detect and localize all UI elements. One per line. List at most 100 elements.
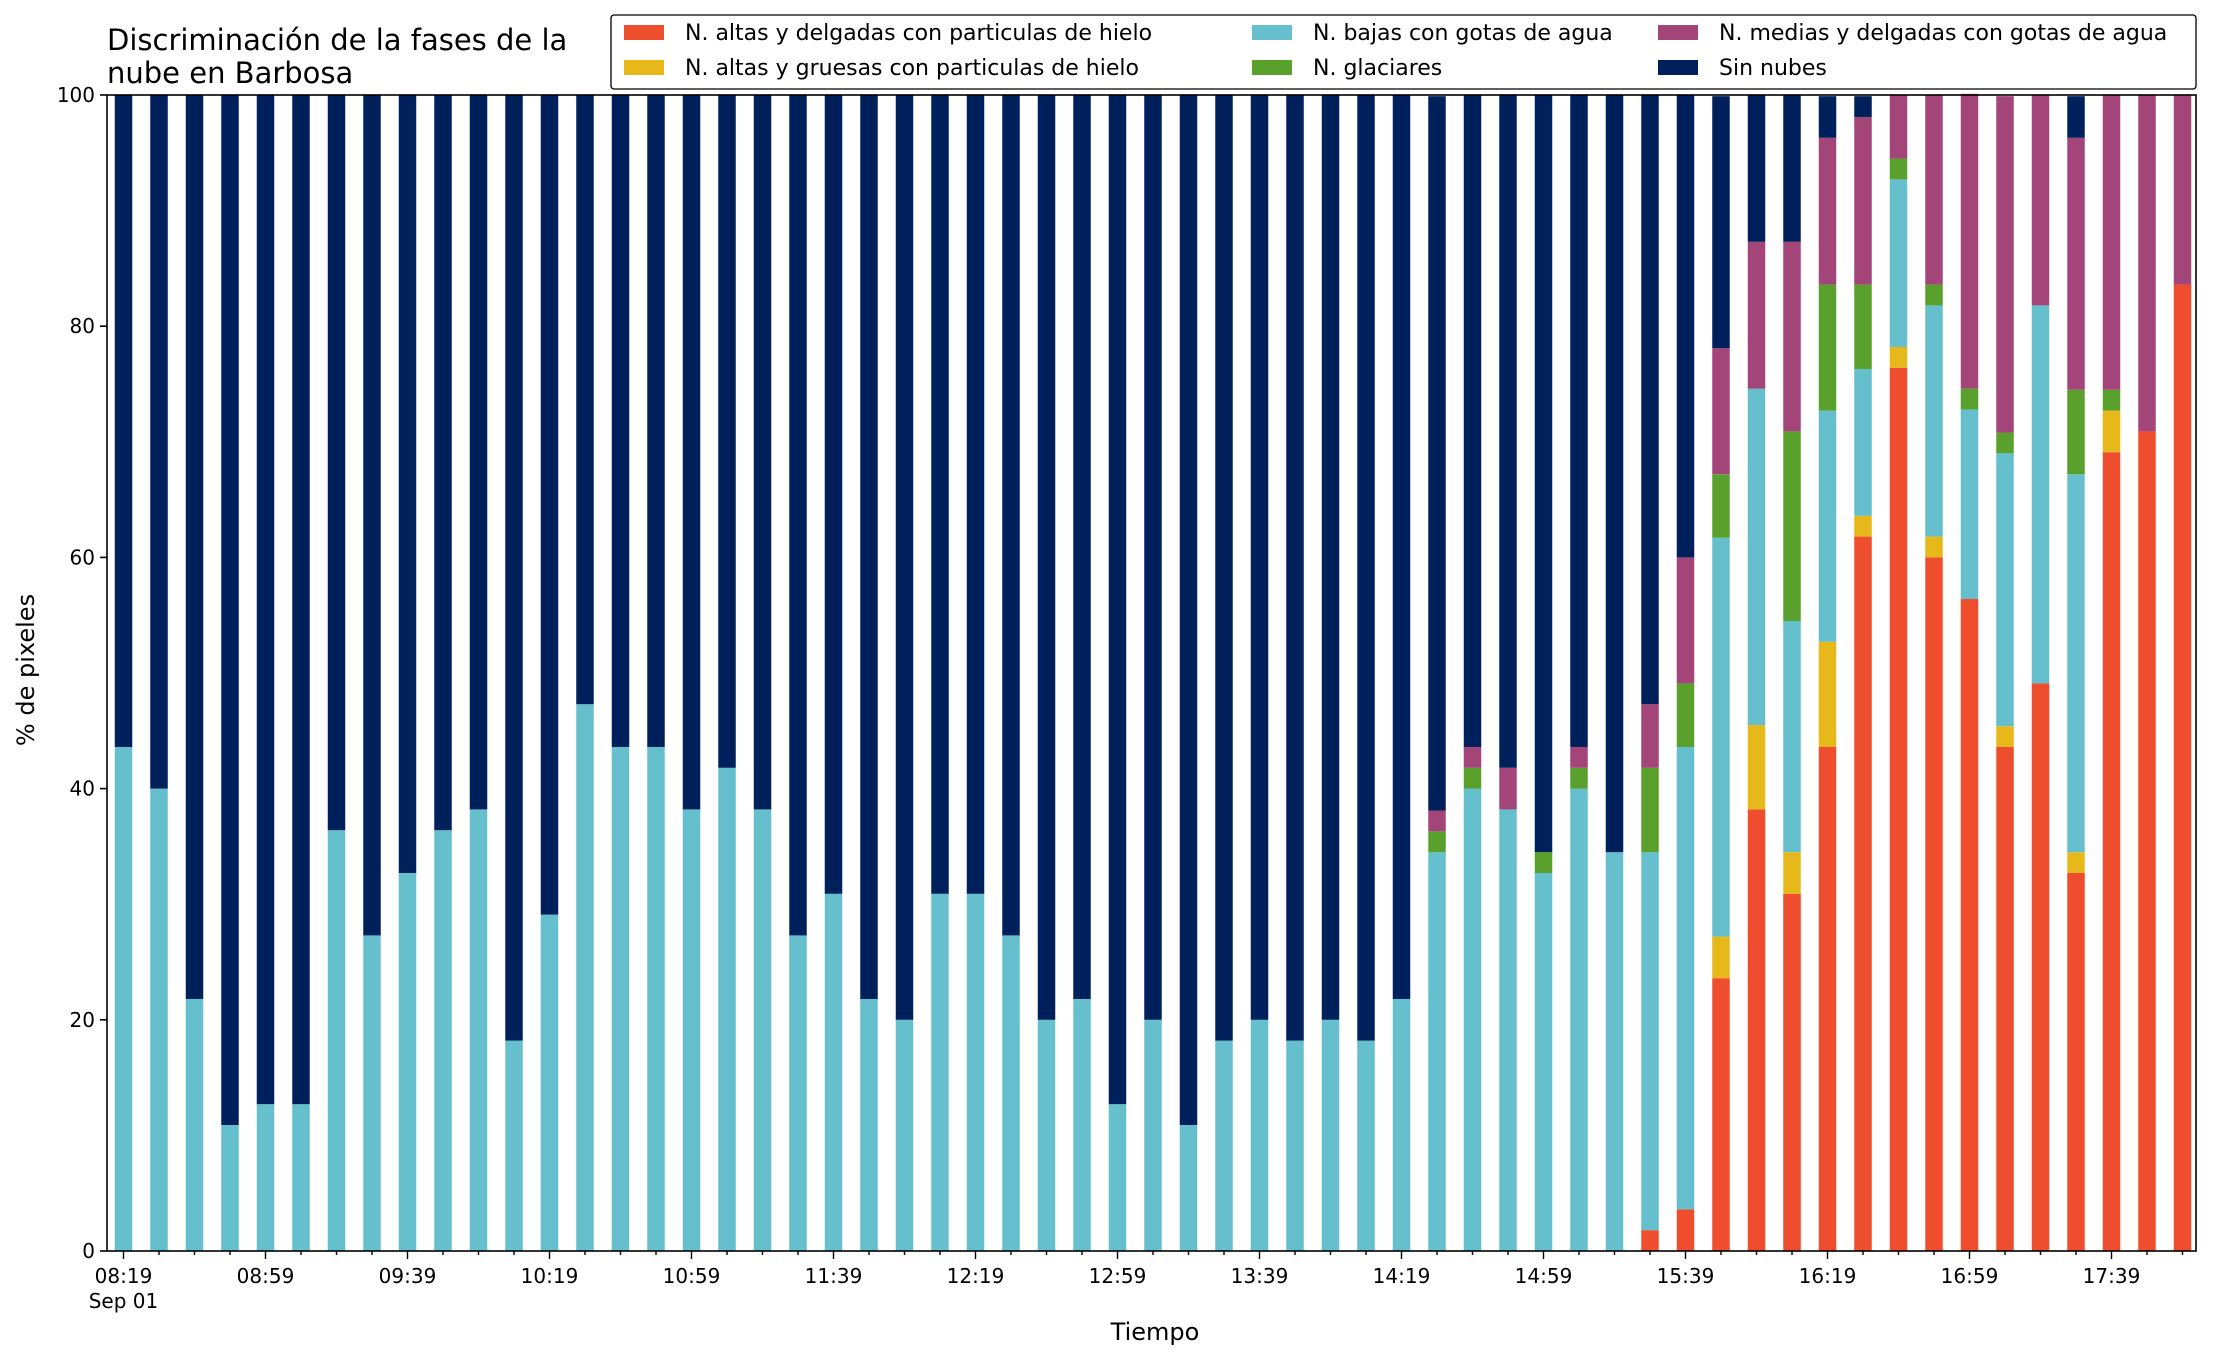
y-axis-label: % de pixeles bbox=[12, 594, 40, 746]
bar-segment-56-1 bbox=[2102, 410, 2121, 453]
bar-segment-21-5 bbox=[860, 95, 878, 999]
bar-segment-13-2 bbox=[576, 704, 594, 1251]
bar-segment-15-2 bbox=[647, 746, 665, 1251]
bar-segment-30-2 bbox=[1179, 1125, 1198, 1251]
bar-segment-45-2 bbox=[1712, 537, 1730, 937]
bar-segment-44-3 bbox=[1676, 683, 1695, 747]
bar-segment-43-5 bbox=[1641, 95, 1659, 705]
bar-segment-53-0 bbox=[1996, 746, 2014, 1251]
bar-segment-43-4 bbox=[1641, 704, 1659, 768]
legend-swatch-4 bbox=[1658, 25, 1698, 40]
bar-segment-38-4 bbox=[1463, 746, 1482, 768]
y-axis: 0 20 40 60 80 100 bbox=[57, 83, 107, 1263]
bar-segment-44-0 bbox=[1676, 1209, 1695, 1251]
bar-segment-50-1 bbox=[1889, 347, 1908, 368]
bar-segment-21-2 bbox=[860, 998, 878, 1251]
bar-segment-25-2 bbox=[1002, 935, 1020, 1251]
bar-segment-28-2 bbox=[1108, 1104, 1127, 1251]
bar-segment-8-5 bbox=[398, 95, 417, 873]
bar-segment-35-5 bbox=[1357, 95, 1375, 1041]
bar-segment-55-3 bbox=[2067, 389, 2085, 475]
bar-segment-41-5 bbox=[1570, 95, 1588, 747]
bar-segment-24-5 bbox=[966, 95, 985, 894]
legend-swatch-5 bbox=[1658, 60, 1698, 75]
bar-segment-22-5 bbox=[895, 95, 914, 1020]
chart-title-line-2: nube en Barbosa bbox=[107, 56, 353, 90]
bar-segment-48-1 bbox=[1818, 641, 1837, 747]
bar-segment-45-1 bbox=[1712, 936, 1730, 979]
bar-segment-47-0 bbox=[1783, 893, 1801, 1251]
bar-segment-10-5 bbox=[469, 95, 488, 810]
bar-segment-5-2 bbox=[292, 1104, 310, 1251]
legend-label-0: N. altas y delgadas con particulas de hi… bbox=[685, 21, 1152, 46]
bar-segment-0-5 bbox=[114, 95, 133, 747]
bar-segment-20-2 bbox=[824, 893, 843, 1251]
bar-segment-46-4 bbox=[1747, 241, 1766, 389]
bar-segment-55-5 bbox=[2067, 96, 2085, 138]
bar-segment-40-5 bbox=[1534, 95, 1553, 853]
legend-swatch-1 bbox=[624, 60, 664, 75]
x-tick-label-0: 08:19 bbox=[95, 1264, 153, 1288]
x-tick-label-2: 09:39 bbox=[379, 1264, 437, 1288]
bar-segment-53-2 bbox=[1996, 453, 2014, 727]
y-tick-label-3: 60 bbox=[70, 545, 95, 569]
x-tick-label-6: 12:19 bbox=[947, 1264, 1005, 1288]
bar-segment-52-4 bbox=[1960, 93, 1979, 389]
bar-segment-46-2 bbox=[1747, 388, 1766, 726]
bar-segment-22-2 bbox=[895, 1019, 914, 1251]
x-tick-label-3: 10:19 bbox=[521, 1264, 579, 1288]
legend-label-1: N. altas y gruesas con particulas de hie… bbox=[685, 56, 1139, 81]
bar-segment-14-5 bbox=[611, 95, 630, 747]
bar-segment-34-5 bbox=[1321, 95, 1340, 1020]
bar-segment-39-2 bbox=[1499, 809, 1517, 1251]
bar-segment-53-1 bbox=[1996, 726, 2014, 747]
bar-segment-32-2 bbox=[1250, 1019, 1269, 1251]
legend-label-4: N. medias y delgadas con gotas de agua bbox=[1719, 21, 2167, 46]
bar-segment-45-4 bbox=[1712, 348, 1730, 475]
bar-segment-27-2 bbox=[1073, 998, 1091, 1251]
bar-segment-48-4 bbox=[1818, 137, 1837, 285]
x-tick-label-5: 11:39 bbox=[805, 1264, 863, 1288]
bar-segment-11-2 bbox=[505, 1040, 523, 1251]
bar-segment-49-0 bbox=[1854, 536, 1872, 1251]
bar-segment-26-5 bbox=[1037, 95, 1056, 1020]
bar-segment-19-5 bbox=[789, 95, 807, 936]
bars bbox=[114, 93, 2192, 1252]
bar-segment-56-0 bbox=[2102, 452, 2121, 1251]
bar-segment-37-3 bbox=[1428, 831, 1446, 853]
x-tick-label-12: 16:19 bbox=[1799, 1264, 1857, 1288]
bar-segment-50-2 bbox=[1889, 179, 1908, 348]
bar-segment-4-5 bbox=[256, 95, 275, 1105]
y-tick-label-0: 0 bbox=[82, 1239, 95, 1263]
bar-segment-38-2 bbox=[1463, 788, 1482, 1251]
bar-segment-48-5 bbox=[1818, 96, 1837, 138]
bar-segment-56-4 bbox=[2102, 95, 2121, 390]
bar-segment-26-2 bbox=[1037, 1019, 1056, 1251]
bar-segment-6-2 bbox=[327, 830, 346, 1251]
bar-segment-48-2 bbox=[1818, 410, 1837, 642]
bar-segment-12-5 bbox=[540, 95, 559, 915]
bar-segment-7-5 bbox=[363, 95, 381, 936]
bar-segment-8-2 bbox=[398, 872, 417, 1251]
y-tick-label-2: 40 bbox=[70, 777, 95, 801]
bar-segment-29-5 bbox=[1144, 95, 1162, 1020]
bar-segment-42-5 bbox=[1605, 95, 1624, 853]
bar-segment-51-0 bbox=[1925, 557, 1943, 1251]
bar-segment-58-4 bbox=[2173, 95, 2192, 285]
bar-segment-49-1 bbox=[1854, 515, 1872, 537]
bar-segment-53-4 bbox=[1996, 96, 2014, 433]
x-tick-label-7: 12:59 bbox=[1089, 1264, 1147, 1288]
bar-segment-45-0 bbox=[1712, 978, 1730, 1251]
x-tick-label-4: 10:59 bbox=[663, 1264, 721, 1288]
bar-segment-27-5 bbox=[1073, 95, 1091, 999]
bar-segment-2-2 bbox=[185, 998, 204, 1251]
legend-label-5: Sin nubes bbox=[1719, 56, 1827, 81]
bar-segment-46-0 bbox=[1747, 809, 1766, 1251]
bar-segment-7-2 bbox=[363, 935, 381, 1251]
bar-segment-25-5 bbox=[1002, 95, 1020, 936]
bar-segment-35-2 bbox=[1357, 1040, 1375, 1251]
bar-segment-31-2 bbox=[1215, 1040, 1233, 1251]
bar-segment-43-2 bbox=[1641, 852, 1659, 1231]
bar-segment-56-3 bbox=[2102, 389, 2121, 411]
bar-segment-50-3 bbox=[1889, 158, 1908, 180]
